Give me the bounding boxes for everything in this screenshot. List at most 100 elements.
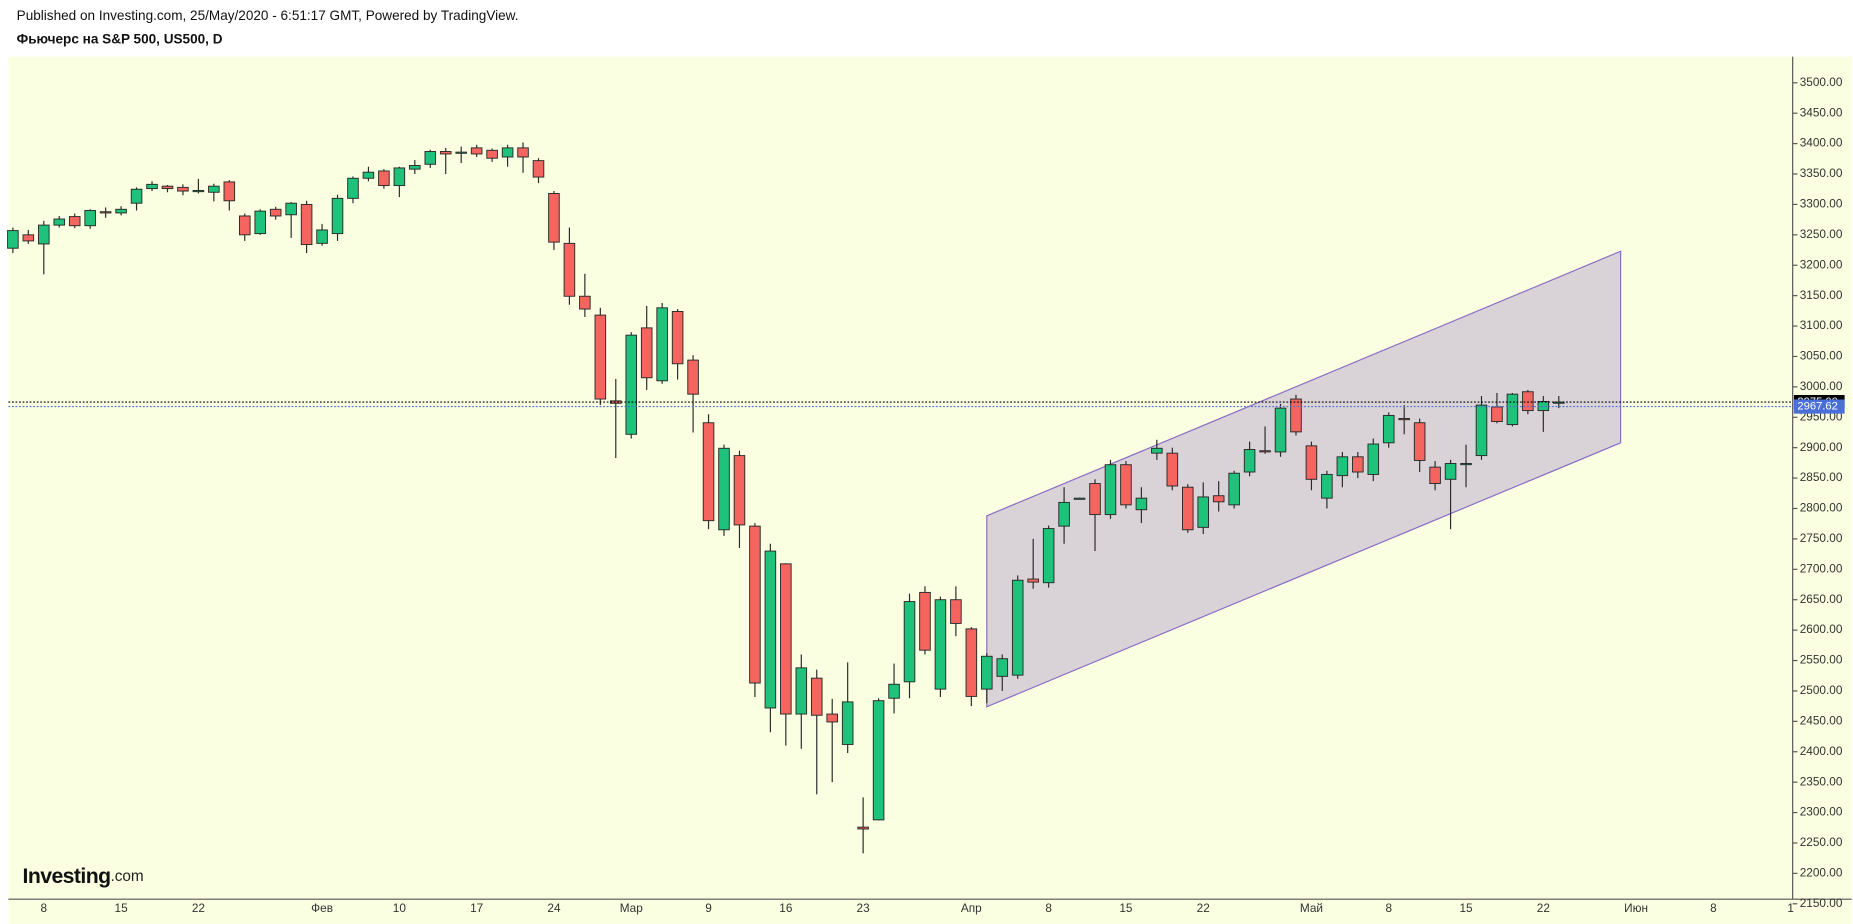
candle-body <box>919 591 931 651</box>
candle-body <box>1537 400 1550 412</box>
candles-layer <box>7 142 1565 854</box>
candle-body <box>965 628 978 697</box>
candle-body <box>872 700 885 821</box>
candle-body <box>1166 452 1179 487</box>
y-tick-label: 2150.00 <box>1800 896 1843 910</box>
x-tick-label: Апр <box>961 901 982 915</box>
candle-body <box>996 658 1009 677</box>
channel-layer <box>986 250 1622 708</box>
y-tick-label: 2650.00 <box>1800 592 1843 606</box>
logo-brand: Investing <box>23 863 111 887</box>
y-tick-label: 2400.00 <box>1800 744 1843 758</box>
candle-body <box>223 181 236 202</box>
candle-body <box>22 234 35 242</box>
candle-body <box>177 186 189 192</box>
candle-body <box>1104 464 1117 516</box>
x-tick-label: 22 <box>192 901 205 915</box>
y-tick-label: 2750.00 <box>1800 531 1843 545</box>
candle-body <box>331 197 344 235</box>
candle-body <box>981 655 993 690</box>
y-tick-label: 3100.00 <box>1800 318 1843 332</box>
candle-body <box>146 183 158 190</box>
y-tick-label: 3450.00 <box>1800 105 1843 119</box>
candle-body <box>378 170 390 187</box>
y-tick-label: 2450.00 <box>1800 713 1843 727</box>
x-tick-label: 16 <box>779 901 793 915</box>
y-tick-label: 2900.00 <box>1800 440 1843 454</box>
candle-body <box>439 151 452 155</box>
candle-body <box>1321 473 1333 499</box>
candle-body <box>254 210 267 235</box>
candle-body <box>347 177 359 199</box>
candle-body <box>733 455 746 526</box>
candle-body <box>857 826 869 830</box>
x-tick-label: 15 <box>1119 901 1133 915</box>
y-tick-label: 2600.00 <box>1800 622 1843 636</box>
candle-body <box>888 683 900 699</box>
candle-body <box>903 601 916 683</box>
candle-body <box>1151 447 1163 454</box>
y-tick-label: 2500.00 <box>1800 683 1843 697</box>
candle-body <box>656 307 668 382</box>
candle-body <box>99 211 112 214</box>
candle-body <box>841 701 854 745</box>
candle-body <box>1475 404 1488 457</box>
candle-body <box>1413 422 1426 461</box>
x-tick-label: 22 <box>1537 901 1550 915</box>
candle-body <box>7 230 19 249</box>
candle-body <box>130 188 143 204</box>
candle-body <box>53 218 66 226</box>
x-tick-label: 22 <box>1197 901 1210 915</box>
candle-body <box>393 167 406 187</box>
candle-body <box>1382 414 1395 444</box>
y-tick-label: 2550.00 <box>1800 653 1843 667</box>
y-tick-label: 3000.00 <box>1800 379 1843 393</box>
plot-background <box>8 56 1793 900</box>
y-tick-label: 3200.00 <box>1800 257 1843 271</box>
y-tick-label: 3350.00 <box>1800 166 1843 180</box>
x-tick-label: 8 <box>1045 901 1052 915</box>
x-tick-label: 10 <box>393 901 407 915</box>
price-label: 2967.62 <box>1797 401 1838 413</box>
candle-body <box>610 400 622 404</box>
chart-title: Фьючерс на S&P 500, US500, D <box>17 32 223 47</box>
candle-body <box>316 229 328 244</box>
x-tick-label: Июн <box>1624 901 1648 915</box>
x-tick-label: 8 <box>1710 901 1717 915</box>
candle-body <box>1181 486 1194 531</box>
candle-body <box>950 599 962 624</box>
candle-body <box>300 203 313 246</box>
candle-body <box>795 667 808 715</box>
candle-body <box>1027 578 1039 583</box>
y-tick-label: 2200.00 <box>1800 865 1843 879</box>
candle-body <box>640 327 653 379</box>
candle-body <box>702 422 715 522</box>
candle-body <box>1553 401 1565 404</box>
x-tick-label: Мар <box>620 901 644 915</box>
candle-body <box>269 208 282 217</box>
candle-body <box>780 563 792 715</box>
x-tick-label: 15 <box>1459 901 1473 915</box>
y-tick-label: 3300.00 <box>1800 197 1843 211</box>
candle-body <box>192 189 205 193</box>
candle-body <box>1367 443 1380 475</box>
y-tick-label: 3050.00 <box>1800 349 1843 363</box>
candle-body <box>1352 456 1364 473</box>
channel <box>986 250 1622 708</box>
x-tick-label: 8 <box>41 901 48 915</box>
candle-body <box>1197 496 1210 528</box>
candle-body <box>84 210 96 227</box>
candle-body <box>68 216 81 227</box>
x-tick-label: Фев <box>311 901 333 915</box>
candle-body <box>826 713 838 723</box>
candle-body <box>38 224 50 245</box>
x-tick-label: 1 <box>1787 901 1794 915</box>
candle-body <box>1259 450 1271 453</box>
candle-body <box>486 149 498 159</box>
x-tick-label: Май <box>1300 901 1323 915</box>
candle-body <box>1212 495 1225 503</box>
logo-suffix: .com <box>110 868 143 885</box>
candle-body <box>1491 406 1503 423</box>
